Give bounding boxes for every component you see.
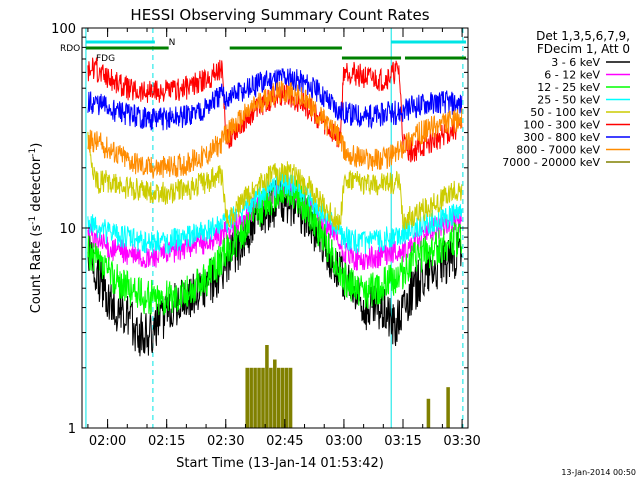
series-8-bar-11 <box>288 367 293 428</box>
legend-header-line-1: Det 1,3,5,6,7,9, <box>536 29 630 43</box>
series-8-bar-3 <box>257 367 261 428</box>
legend-label-0: 3 - 6 keV <box>551 56 600 69</box>
legend-label-8: 7000 - 20000 keV <box>502 156 600 169</box>
legend-label-2: 12 - 25 keV <box>537 81 600 94</box>
legend-label-1: 6 - 12 keV <box>544 69 600 82</box>
x-tick-label: 02:30 <box>207 434 244 449</box>
series-8-bar-13 <box>446 387 450 428</box>
series-8-bar-9 <box>280 367 285 428</box>
legend-label-6: 300 - 800 keV <box>523 131 600 144</box>
series-8-bar-1 <box>249 367 253 428</box>
legend-header-line-2: FDecim 1, Att 0 <box>537 42 630 56</box>
x-tick-label: 02:45 <box>266 434 303 449</box>
series-8-bar-10 <box>284 367 289 428</box>
y-tick-label: 100 <box>51 22 76 37</box>
y-axis-label: Count Rate (s-1 detector-1) <box>28 143 44 314</box>
x-tick-label: 03:00 <box>325 434 362 449</box>
series-line-2 <box>87 178 463 316</box>
series-line-4 <box>87 131 463 231</box>
flag-label-n: N <box>169 38 176 48</box>
legend-label-7: 800 - 7000 keV <box>516 144 600 157</box>
flag-label-fdg: FDG <box>96 54 115 64</box>
y-axis-label-close: ) <box>29 143 44 148</box>
x-axis-label: Start Time (13-Jan-14 01:53:42) <box>176 456 384 471</box>
series-8-bar-12 <box>426 398 431 428</box>
y-axis-label-exp2: -1 <box>28 148 38 157</box>
series-line-5 <box>87 56 463 163</box>
y-axis-label-mid: detector <box>29 156 44 216</box>
series-line-6 <box>87 67 463 131</box>
series-8-bar-7 <box>273 359 277 428</box>
x-tick-label: 03:30 <box>443 434 480 449</box>
timestamp: 13-Jan-2014 00:50 <box>561 468 636 477</box>
series-8-bar-5 <box>265 345 269 428</box>
legend-label-5: 100 - 300 keV <box>523 119 600 132</box>
legend: Det 1,3,5,6,7,9, FDecim 1, Att 0 3 - 6 k… <box>502 29 630 169</box>
flag-label-rdo: RDO <box>60 44 80 54</box>
chart-title: HESSI Observing Summary Count Rates <box>130 6 429 24</box>
series-8-bar-6 <box>269 367 273 428</box>
x-tick-label: 03:15 <box>384 434 421 449</box>
series-8-bar-2 <box>253 367 257 428</box>
plot-area: RDO N FDG <box>60 28 467 428</box>
y-axis-label-main: Count Rate (s <box>29 225 44 314</box>
x-axis: 02:00 02:15 02:30 02:45 03:00 03:15 03:30 <box>87 28 481 449</box>
y-tick-label: 10 <box>59 222 76 237</box>
y-axis: 1 10 100 <box>51 22 468 437</box>
x-tick-label: 02:00 <box>89 434 126 449</box>
x-tick-label: 02:15 <box>148 434 185 449</box>
series-8-bar-8 <box>276 367 281 428</box>
y-axis-label-exp1: -1 <box>28 216 38 225</box>
series-line-3 <box>87 172 463 255</box>
legend-label-3: 25 - 50 keV <box>537 94 600 107</box>
y-tick-label: 1 <box>68 422 76 437</box>
series-8-bar-0 <box>245 367 250 428</box>
series-8-bar-4 <box>261 367 265 428</box>
series-line-7 <box>87 80 463 179</box>
legend-label-4: 50 - 100 keV <box>530 106 600 119</box>
